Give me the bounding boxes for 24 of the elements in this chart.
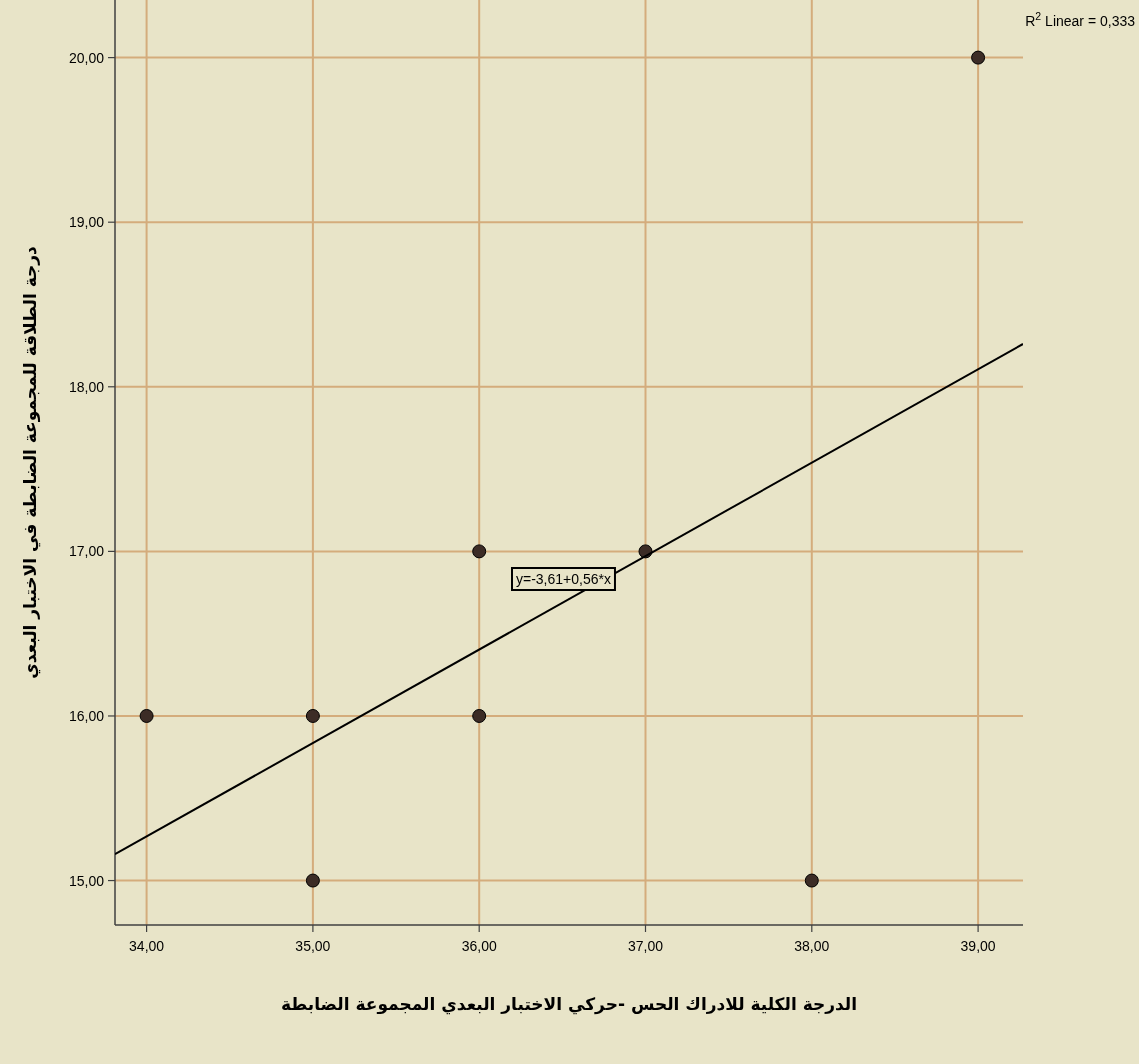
x-tick-label: 35,00 (295, 938, 331, 954)
x-axis-title: الدرجة الكلية للادراك الحس -حركي الاختبار البعدي المجموعة الضابطة (280, 994, 858, 1015)
annotation-box: y=-3,61+0,56*x (511, 567, 616, 591)
point (305, 708, 320, 723)
y-tick-label: 19,00 (68, 214, 105, 231)
y-tick-label: 18,00 (68, 378, 105, 395)
point (804, 873, 819, 888)
y-tick-label: 20,00 (68, 49, 105, 66)
point (139, 708, 154, 723)
y-tick-label: 17,00 (68, 543, 105, 560)
x-tick-label: 36,00 (461, 938, 497, 954)
text: R$^{2}$ Linear = 0,333 (1025, 10, 1136, 29)
point (472, 544, 487, 559)
point (472, 708, 487, 723)
point (305, 873, 320, 888)
x-tick-label: 37,00 (627, 938, 664, 954)
x-tick-label: 39,00 (960, 938, 996, 954)
point (971, 50, 986, 65)
y-tick-label: 15,00 (68, 872, 105, 889)
annotation: y=-3,61+0,56*x (516, 571, 611, 587)
x-tick-label: 38,00 (794, 938, 830, 954)
x-tick-label: 34,00 (129, 938, 165, 954)
y-axis-title: درجة الطلاقة للمجموعة الضابطة في الاختبار البعدي (20, 245, 41, 679)
y-tick-label: 16,00 (68, 707, 105, 724)
